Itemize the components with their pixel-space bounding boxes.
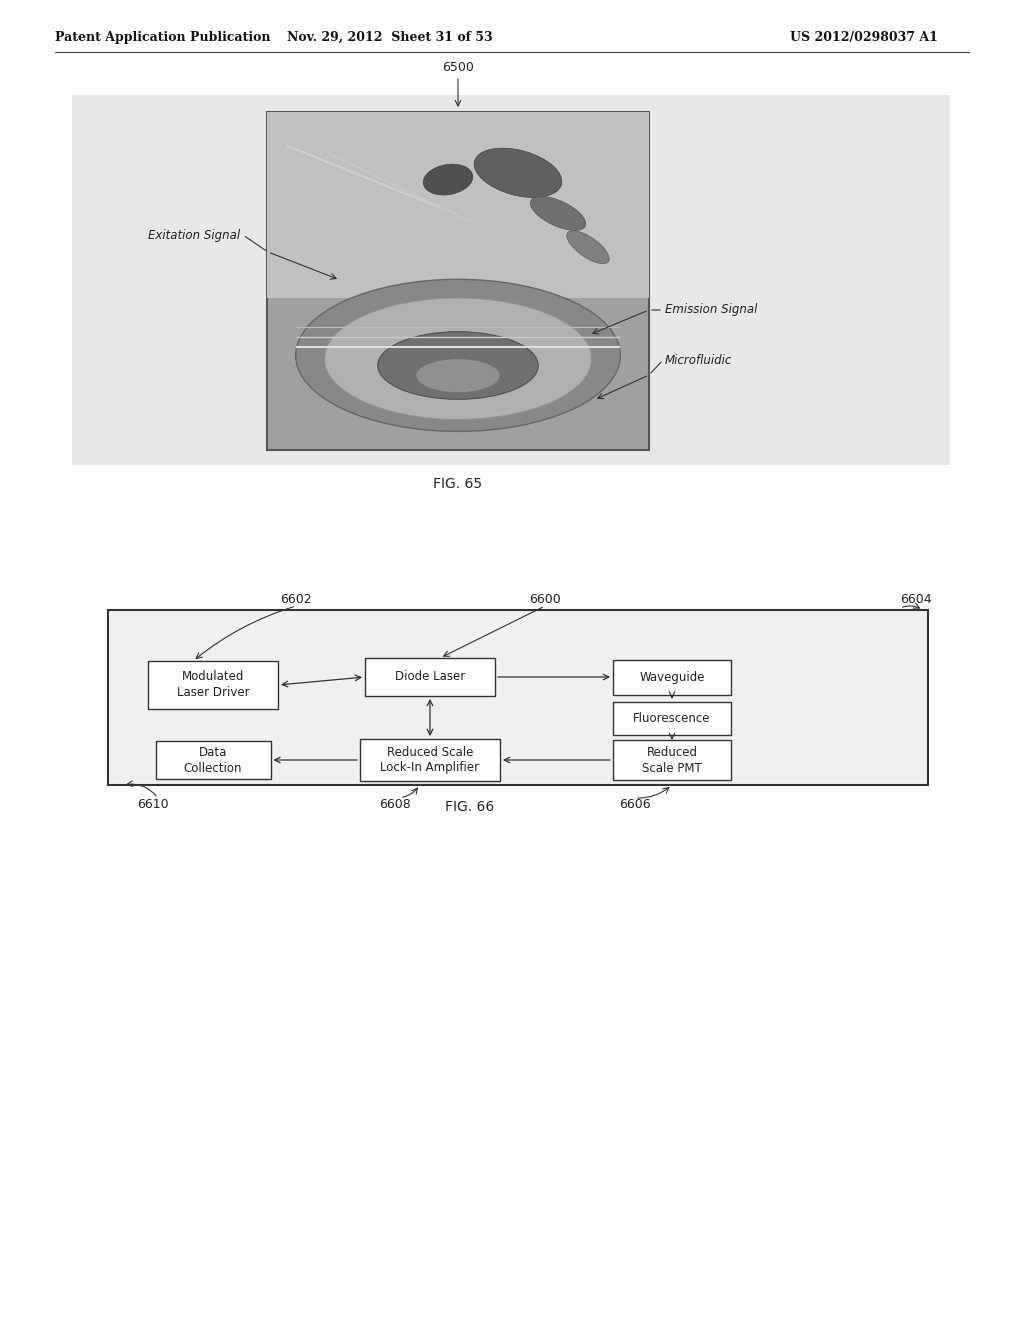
Text: Waveguide: Waveguide	[639, 671, 705, 684]
Bar	[613, 660, 731, 694]
Bar	[108, 610, 928, 785]
Ellipse shape	[325, 298, 592, 420]
Text: Data
Collection: Data Collection	[183, 746, 243, 775]
Text: 6606: 6606	[620, 799, 651, 810]
Bar	[156, 741, 270, 779]
Text: FIG. 65: FIG. 65	[433, 477, 482, 491]
Text: 6610: 6610	[137, 799, 169, 810]
Text: 6608: 6608	[379, 799, 411, 810]
Bar	[72, 95, 950, 465]
Ellipse shape	[530, 197, 586, 231]
Text: US 2012/0298037 A1: US 2012/0298037 A1	[790, 30, 938, 44]
Bar	[613, 741, 731, 780]
Text: Exitation Signal: Exitation Signal	[148, 228, 240, 242]
Bar	[148, 661, 278, 709]
Ellipse shape	[416, 359, 500, 392]
Text: Patent Application Publication: Patent Application Publication	[55, 30, 270, 44]
Text: Diode Laser: Diode Laser	[395, 671, 465, 684]
Text: Reduced
Scale PMT: Reduced Scale PMT	[642, 746, 701, 775]
Ellipse shape	[296, 280, 621, 432]
Text: Microfluidic: Microfluidic	[665, 354, 732, 367]
Bar	[365, 657, 495, 696]
Text: Emission Signal: Emission Signal	[665, 304, 758, 317]
Bar	[267, 112, 649, 298]
Bar	[267, 112, 649, 450]
Text: FIG. 66: FIG. 66	[445, 800, 495, 814]
Text: 6602: 6602	[281, 593, 312, 606]
Bar	[360, 739, 500, 781]
Text: Modulated
Laser Driver: Modulated Laser Driver	[177, 671, 249, 700]
Ellipse shape	[566, 231, 609, 264]
Text: 6500: 6500	[442, 61, 474, 74]
Ellipse shape	[474, 148, 562, 198]
Text: Reduced Scale
Lock-In Amplifier: Reduced Scale Lock-In Amplifier	[381, 746, 479, 775]
Ellipse shape	[378, 331, 539, 399]
Bar	[613, 701, 731, 734]
Text: Fluorescence: Fluorescence	[633, 711, 711, 725]
Text: Nov. 29, 2012  Sheet 31 of 53: Nov. 29, 2012 Sheet 31 of 53	[287, 30, 493, 44]
Text: 6600: 6600	[529, 593, 561, 606]
Ellipse shape	[423, 164, 473, 195]
Text: 6604: 6604	[900, 593, 932, 606]
